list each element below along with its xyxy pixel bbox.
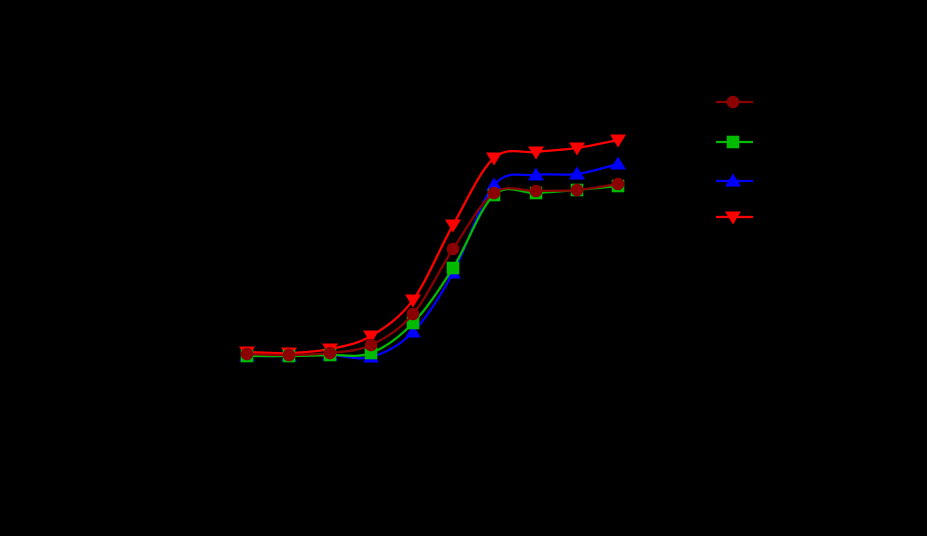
series-circle-darkred-marker-3 (323, 346, 337, 360)
legend-item-circle-darkred (716, 95, 753, 109)
series-circle-darkred-curve (246, 182, 619, 357)
series-triangle-down-red-marker-4 (363, 330, 379, 344)
series-triangle-down-red-curve (246, 138, 619, 355)
legend-item-square-green-marker (726, 135, 740, 149)
series-circle-darkred-marker-8 (529, 184, 543, 198)
series-circle-darkred-marker-6 (446, 242, 460, 256)
series-triangle-up-blue-marker-5 (405, 324, 421, 338)
series-circle-darkred-marker-9 (570, 183, 584, 197)
series-triangle-up-blue-marker-10 (610, 156, 626, 170)
series-triangle-down-red-marker-6 (445, 219, 461, 233)
series-triangle-down-red-marker-7 (486, 152, 502, 166)
series-triangle-down-red-marker-10 (610, 134, 626, 148)
series-triangle-up-blue-marker-8 (528, 167, 544, 181)
series-circle-darkred-marker-5 (406, 307, 420, 321)
legend-item-square-green (716, 135, 753, 149)
legend-item-triangle-up-blue-marker (725, 173, 741, 187)
series-triangle-up-blue-marker-9 (569, 166, 585, 180)
series-circle-darkred (240, 177, 625, 362)
series-triangle-down-red-marker-9 (569, 142, 585, 156)
legend-item-triangle-up-blue (716, 173, 753, 187)
legend-item-triangle-down-red (716, 211, 753, 225)
legend-item-circle-darkred-marker (726, 95, 740, 109)
legend-item-triangle-down-red-marker (725, 211, 741, 225)
series-circle-darkred-marker-4 (364, 338, 378, 352)
series-square-green-marker-6 (446, 261, 460, 275)
series-circle-darkred-marker-2 (282, 348, 296, 362)
series-square-green-marker-5 (406, 316, 420, 330)
series-triangle-up-blue-marker-7 (486, 177, 502, 191)
series-triangle-down-red-marker-8 (528, 146, 544, 160)
series-circle-darkred-marker-7 (487, 186, 501, 200)
series-triangle-down-red-marker-5 (405, 294, 421, 308)
series-circle-darkred-marker-10 (611, 177, 625, 191)
series-circle-darkred-marker-1 (240, 347, 254, 361)
legend (716, 95, 753, 225)
